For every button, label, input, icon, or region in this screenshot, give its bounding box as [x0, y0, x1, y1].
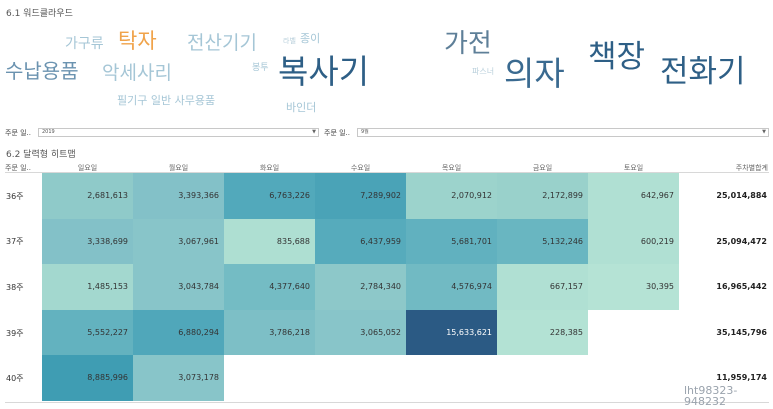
heatmap-cell[interactable]: 4,576,974: [406, 264, 497, 310]
word-label[interactable]: 라벨: [283, 37, 296, 45]
filter-year-value: 2019: [42, 129, 55, 135]
heatmap-cell[interactable]: 3,786,218: [224, 309, 315, 356]
filter-month-dropdown[interactable]: 9월 ▼: [357, 128, 769, 137]
heatmap-cell[interactable]: 228,385: [497, 309, 588, 356]
word-envelope[interactable]: 봉투: [252, 63, 269, 73]
heatmap-cell: [406, 355, 497, 401]
heatmap-cell[interactable]: 642,967: [588, 173, 679, 219]
word-office-supplies[interactable]: 필기구 일반 사무용품: [117, 94, 216, 107]
week-total: 16,965,442: [716, 282, 767, 292]
heatmap-cell[interactable]: 7,289,902: [315, 173, 406, 219]
heatmap-cell[interactable]: 5,552,227: [42, 309, 133, 356]
heatmap-cell[interactable]: 4,377,640: [224, 264, 315, 310]
week-total: 35,145,796: [716, 327, 767, 337]
filter-year-dropdown[interactable]: 2019 ▼: [38, 128, 319, 137]
heatmap-cell: [315, 355, 406, 401]
word-computer[interactable]: 전산기기: [187, 32, 257, 54]
column-header-0: 일요일: [77, 164, 98, 172]
column-header-1: 월요일: [168, 164, 189, 172]
heatmap-cell[interactable]: 3,338,699: [42, 218, 133, 265]
column-header-5: 금요일: [532, 164, 553, 172]
filter-month-label: 주문 일..: [324, 129, 350, 137]
heatmap-cell[interactable]: 6,763,226: [224, 173, 315, 219]
word-bookcase[interactable]: 책장: [588, 39, 646, 75]
chevron-down-icon: ▼: [762, 129, 766, 135]
filter-month-value: 9월: [361, 129, 369, 135]
heatmap-cell[interactable]: 1,485,153: [42, 264, 133, 310]
heatmap-cell: [588, 355, 679, 401]
week-total: 11,959,174: [716, 373, 767, 383]
heatmap-title: 6.2 달력형 히트맵: [6, 150, 76, 160]
week-label: 39주: [6, 328, 24, 338]
word-furniture[interactable]: 가구류: [65, 36, 104, 52]
week-label: 36주: [6, 191, 24, 201]
column-header-2: 화요일: [259, 164, 280, 172]
heatmap-cell[interactable]: 2,681,613: [42, 173, 133, 219]
bottom-divider: [5, 402, 769, 403]
heatmap-cell[interactable]: 2,784,340: [315, 264, 406, 310]
heatmap-cell[interactable]: 3,065,052: [315, 309, 406, 356]
column-header-4: 목요일: [441, 164, 462, 172]
watermark: lht98323- 948232: [684, 385, 737, 407]
watermark-line1: lht98323-: [684, 384, 738, 397]
watermark-line2: 948232: [684, 395, 726, 408]
column-header-3: 수요일: [350, 164, 371, 172]
heatmap-cell[interactable]: 3,393,366: [133, 173, 224, 219]
column-header-6: 토요일: [623, 164, 644, 172]
heatmap-corner-label: 주문 일..: [5, 164, 31, 172]
heatmap-cell[interactable]: 5,681,701: [406, 218, 497, 265]
heatmap-cell[interactable]: 3,067,961: [133, 218, 224, 265]
chevron-down-icon: ▼: [312, 129, 316, 135]
heatmap-cell: [588, 309, 679, 356]
word-phone[interactable]: 전화기: [660, 54, 746, 90]
heatmap-cell[interactable]: 600,219: [588, 218, 679, 265]
heatmap-cell: [497, 355, 588, 401]
heatmap-cell[interactable]: 6,437,959: [315, 218, 406, 265]
heatmap-cell[interactable]: 2,172,899: [497, 173, 588, 219]
heatmap-cell[interactable]: 8,885,996: [42, 355, 133, 401]
word-accessory[interactable]: 악세사리: [102, 62, 172, 84]
week-total: 25,094,472: [716, 236, 767, 246]
heatmap-cell[interactable]: 835,688: [224, 218, 315, 265]
heatmap-cell[interactable]: 2,070,912: [406, 173, 497, 219]
heatmap-cell[interactable]: 6,880,294: [133, 309, 224, 356]
filter-year-label: 주문 일..: [5, 129, 31, 137]
word-copier[interactable]: 복사기: [278, 52, 370, 91]
word-binder[interactable]: 바인더: [286, 101, 317, 114]
heatmap-cell[interactable]: 667,157: [497, 264, 588, 310]
word-appliance[interactable]: 가전: [444, 29, 492, 59]
heatmap-cell[interactable]: 30,395: [588, 264, 679, 310]
word-storage[interactable]: 수납용품: [5, 59, 79, 83]
heatmap-cell[interactable]: 5,132,246: [497, 218, 588, 265]
week-label: 37주: [6, 237, 24, 247]
week-label: 38주: [6, 283, 24, 292]
heatmap-cell: [224, 355, 315, 401]
column-header-total: 주차별합계: [735, 164, 768, 172]
heatmap-cell[interactable]: 3,073,178: [133, 355, 224, 401]
word-fastener[interactable]: 파스너: [472, 67, 495, 76]
week-total: 25,014,884: [716, 191, 767, 200]
header-divider: [5, 172, 769, 173]
heatmap-cell[interactable]: 15,633,621: [406, 309, 497, 356]
week-label: 40주: [6, 374, 24, 384]
word-table[interactable]: 탁자: [118, 29, 157, 53]
wordcloud-title: 6.1 워드클라우드: [6, 9, 73, 19]
word-chair[interactable]: 의자: [504, 54, 565, 93]
heatmap-cell[interactable]: 3,043,784: [133, 264, 224, 310]
word-paper[interactable]: 종이: [300, 32, 321, 45]
